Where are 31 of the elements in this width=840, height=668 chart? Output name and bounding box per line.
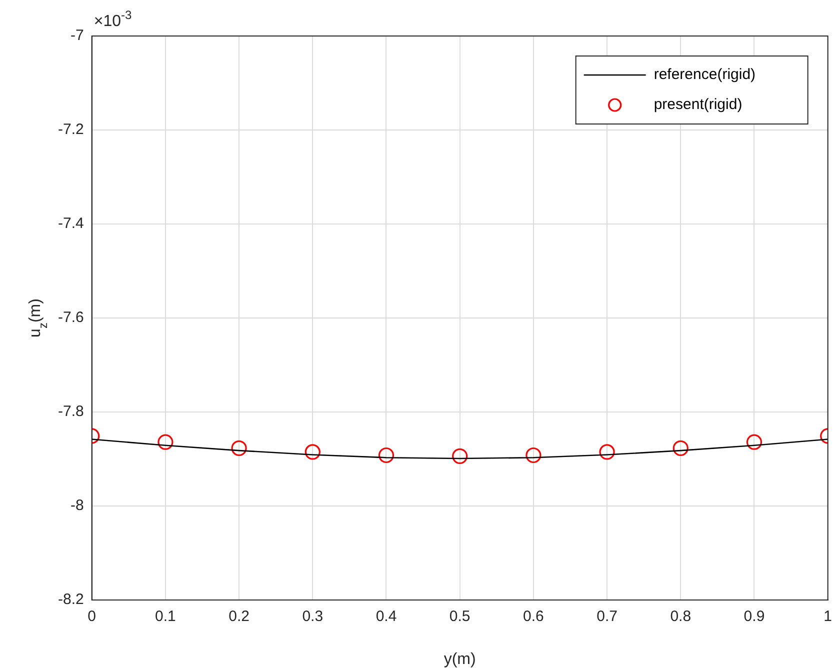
x-tick-label: 0 [88, 608, 96, 626]
x-tick-label: 0.9 [744, 608, 765, 626]
point [672, 440, 688, 456]
legend-label: reference(rigid) [654, 66, 756, 84]
x-tick-label: 0.6 [523, 608, 544, 626]
x-axis-title: y(m) [444, 651, 476, 668]
y-tick-label: -7.6 [58, 309, 84, 326]
point [452, 448, 468, 464]
x-tick-label: 1 [824, 608, 832, 626]
y-tick-label: -7 [70, 27, 84, 44]
y-tick-label: -8 [70, 497, 84, 514]
point [231, 440, 247, 456]
point [599, 444, 615, 460]
x-tick-label: 0.2 [228, 608, 250, 626]
y-tick-label: -7.4 [58, 215, 84, 232]
y-axis-title: uz(m) [27, 298, 50, 338]
x-tick-label: 0.1 [155, 608, 176, 626]
point [746, 434, 762, 450]
y-tick-label: -7.2 [58, 121, 84, 138]
x-tick-label: 0.3 [302, 608, 324, 626]
legend-label: present(rigid) [654, 96, 742, 114]
point [158, 434, 174, 450]
point [526, 447, 542, 464]
y-tick-label: -8.2 [58, 591, 84, 608]
y-tick-label: -7.8 [58, 403, 84, 420]
x-tick-label: 0.4 [376, 608, 397, 626]
point [378, 447, 394, 464]
point [304, 444, 320, 460]
x-tick-label: 0.5 [449, 608, 470, 626]
x-tick-label: 0.7 [596, 608, 618, 626]
x-tick-label: 0.8 [670, 608, 692, 626]
